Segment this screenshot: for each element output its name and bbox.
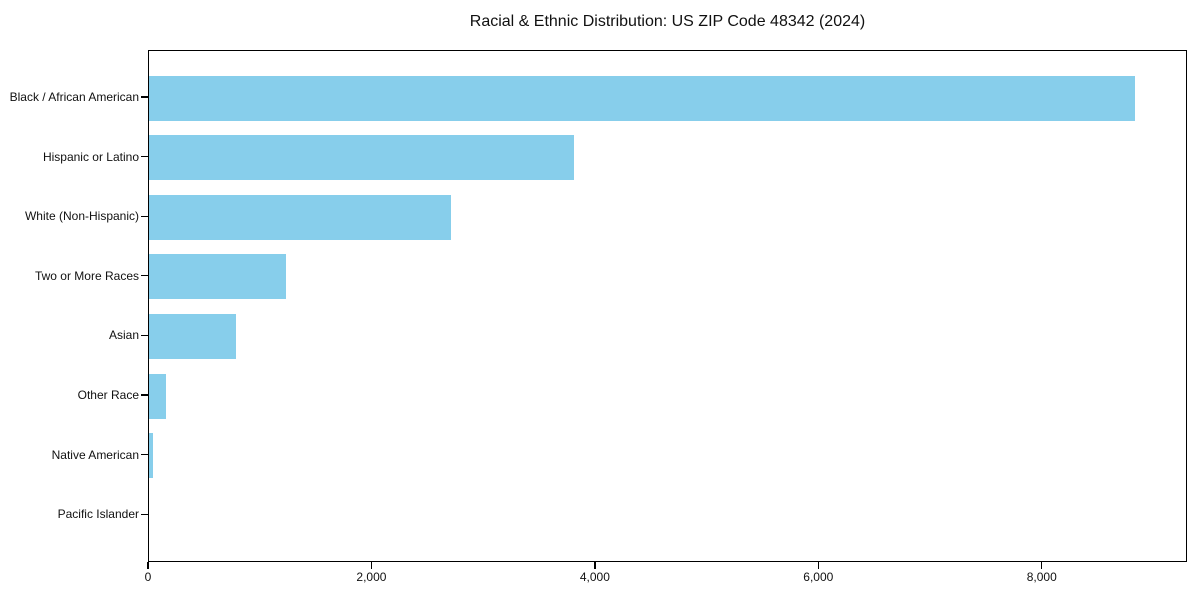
x-tick-label: 8,000 (1026, 570, 1057, 584)
bar (149, 75, 1135, 121)
x-tick-mark (370, 562, 373, 569)
y-tick-label: Pacific Islander (57, 507, 139, 522)
y-tick-label: Asian (108, 328, 139, 343)
y-tick-mark (141, 155, 148, 158)
plot-area (148, 50, 1187, 562)
y-tick-mark (141, 215, 148, 217)
y-tick-label: White (Non-Hispanic) (24, 209, 139, 224)
y-tick-label: Other Race (77, 388, 139, 402)
x-tick-label: 2,000 (356, 570, 387, 584)
y-tick-mark (141, 96, 148, 98)
x-tick-label: 0 (144, 570, 152, 584)
x-tick-label: 4,000 (579, 570, 610, 584)
y-tick-mark (141, 394, 148, 396)
bar (149, 194, 452, 240)
x-tick-label: 6,000 (803, 570, 834, 584)
bar (149, 433, 153, 479)
y-tick-mark (141, 513, 148, 515)
chart-title: Racial & Ethnic Distribution: US ZIP Cod… (469, 13, 866, 30)
y-tick-mark (141, 453, 148, 456)
y-tick-mark (141, 334, 148, 337)
bar (149, 135, 574, 181)
bar (149, 373, 166, 419)
y-tick-label: Hispanic or Latino (42, 149, 139, 164)
x-tick-mark (817, 562, 819, 569)
x-tick-mark (147, 562, 149, 569)
y-tick-label: Two or More Races (34, 268, 139, 283)
bar (149, 254, 287, 300)
y-tick-mark (141, 275, 148, 277)
x-tick-mark (1041, 562, 1043, 569)
bar (149, 313, 236, 359)
x-tick-mark (594, 562, 596, 569)
y-tick-label: Black / African American (9, 90, 139, 104)
y-tick-label: Native American (51, 447, 139, 462)
